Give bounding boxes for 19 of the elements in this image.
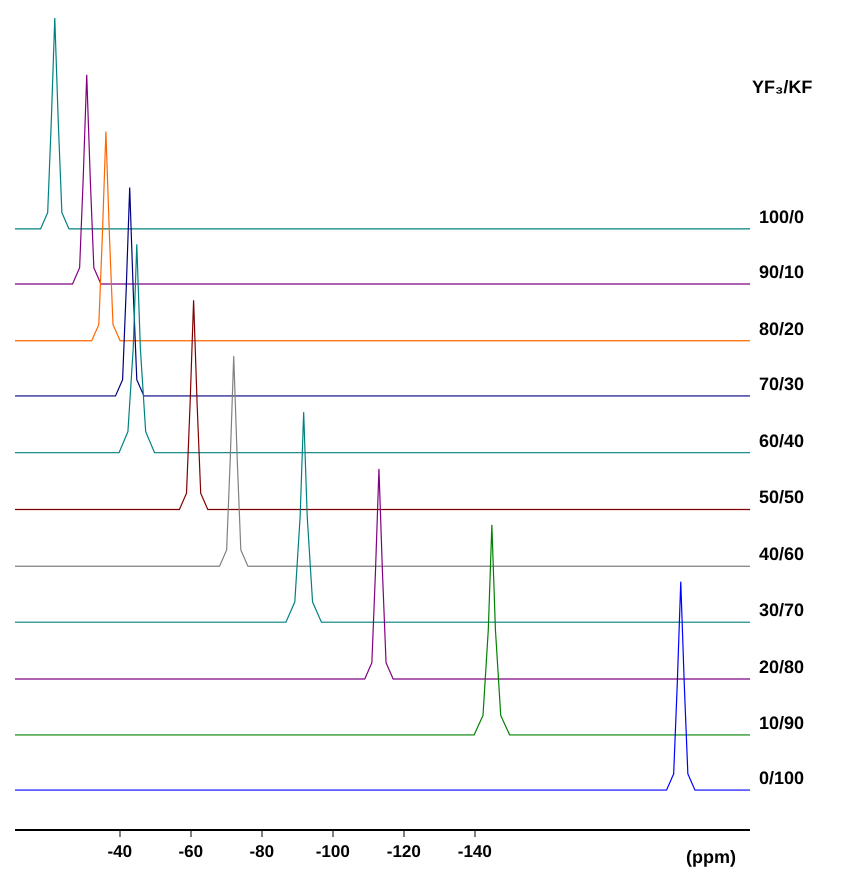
x-tick-label: -120: [386, 842, 421, 862]
series-label: 50/50: [759, 487, 804, 507]
series-label: 0/100: [759, 768, 804, 788]
x-tick-label: -80: [249, 842, 274, 862]
x-axis-title: (ppm): [686, 847, 736, 867]
series-label: 40/60: [759, 544, 804, 564]
x-tick-label: -60: [178, 842, 204, 862]
series-label: 10/90: [759, 713, 804, 733]
series-label: 30/70: [759, 600, 804, 620]
series-label: 100/0: [759, 207, 804, 227]
text: YF₃/KF: [752, 77, 812, 97]
x-tick-label: -100: [316, 842, 350, 862]
series-label: 70/30: [759, 374, 804, 394]
x-tick-label: -40: [107, 842, 132, 862]
x-tick-label: -140: [458, 842, 492, 862]
series-label: 20/80: [759, 657, 804, 677]
series-label: 90/10: [759, 262, 804, 282]
series-label: 60/40: [759, 431, 804, 451]
series-label: 80/20: [759, 319, 804, 339]
